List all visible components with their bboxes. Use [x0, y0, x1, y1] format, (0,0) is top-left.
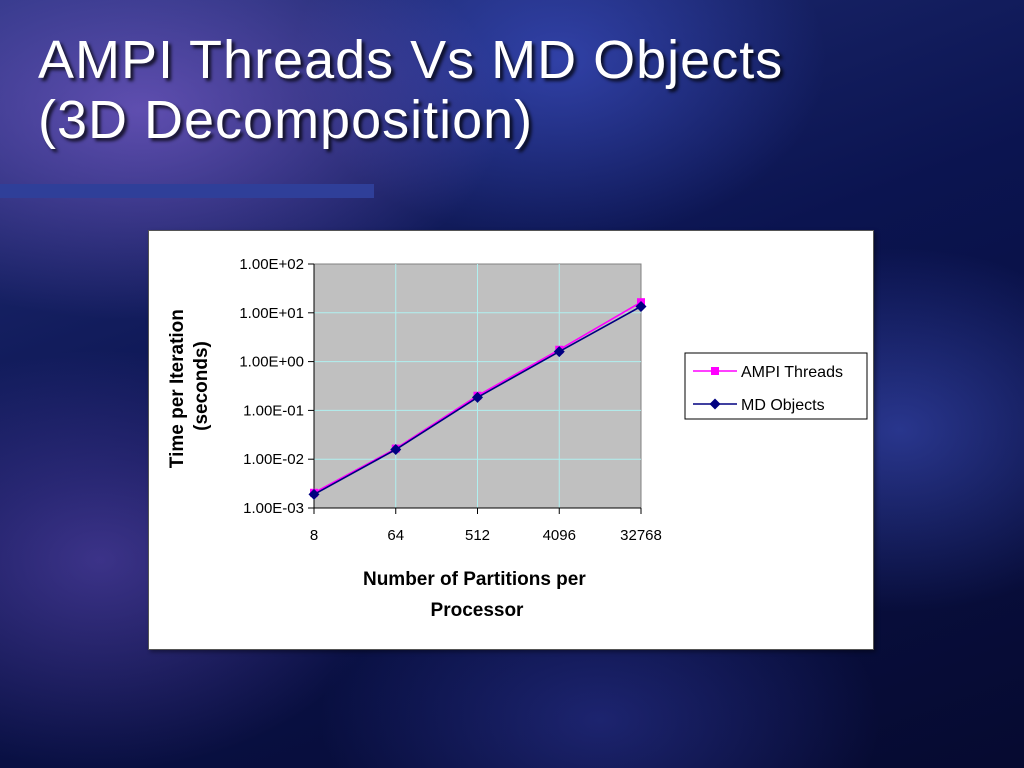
y-tick-label: 1.00E-01 — [243, 402, 304, 419]
y-tick-labels: 1.00E+02 1.00E+01 1.00E+00 1.00E-01 1.00E-02… — [239, 256, 304, 517]
y-tick-label: 1.00E-02 — [243, 451, 304, 468]
x-tick-label: 4096 — [543, 527, 576, 544]
legend-md-objects-label: MD Objects — [741, 397, 825, 414]
chart-svg: 1.00E+02 1.00E+01 1.00E+00 1.00E-01 1.00E-02… — [167, 256, 868, 621]
legend: AMPI Threads MD Objects — [684, 352, 868, 420]
title-line-1: AMPI Threads Vs MD Objects — [38, 30, 784, 90]
x-tick-label: 512 — [465, 527, 490, 544]
legend-ampi-threads-label: AMPI Threads — [741, 364, 843, 381]
legend-box — [684, 352, 868, 420]
slide-title: AMPI Threads Vs MD Objects (3D Decomposi… — [38, 30, 783, 150]
x-tick-labels: 8 64 512 4096 32768 — [310, 527, 662, 544]
grid-lines — [314, 264, 641, 508]
md-objects-point — [308, 488, 320, 500]
y-axis-title-line-2: (seconds) — [191, 341, 212, 431]
x-axis-title-line-1: Number of Partitions per — [363, 569, 586, 590]
chart-panel: 1.00E+02 1.00E+01 1.00E+00 1.00E-01 1.00E-02… — [148, 230, 874, 650]
legend-items: AMPI Threads MD Objects — [693, 364, 843, 414]
md-objects-point — [390, 444, 402, 456]
x-tick-label: 32768 — [620, 527, 662, 544]
md-objects-point — [472, 391, 483, 403]
y-axis-title: Time per Iteration (seconds) — [167, 304, 212, 468]
y-tick-label: 1.00E+02 — [239, 256, 304, 273]
md-objects-point — [635, 300, 647, 312]
axes — [308, 263, 642, 514]
legend-ampi-threads-marker — [711, 367, 719, 375]
series-lines — [308, 298, 647, 500]
x-axis-title-line-2: Processor — [431, 600, 525, 621]
y-axis-title-line-1: Time per Iteration — [167, 309, 188, 468]
title-line-2: (3D Decomposition) — [38, 90, 534, 150]
x-tick-label: 8 — [310, 527, 318, 544]
md-objects-point — [553, 346, 565, 358]
y-tick-label: 1.00E+01 — [239, 305, 304, 322]
x-axis-title: Number of Partitions per Processor — [363, 569, 591, 621]
x-tick-label: 64 — [387, 527, 404, 544]
legend-md-objects-marker — [709, 398, 721, 410]
title-underline-bar — [0, 184, 374, 198]
y-tick-label: 1.00E-03 — [243, 500, 304, 517]
y-tick-label: 1.00E+00 — [239, 354, 304, 371]
